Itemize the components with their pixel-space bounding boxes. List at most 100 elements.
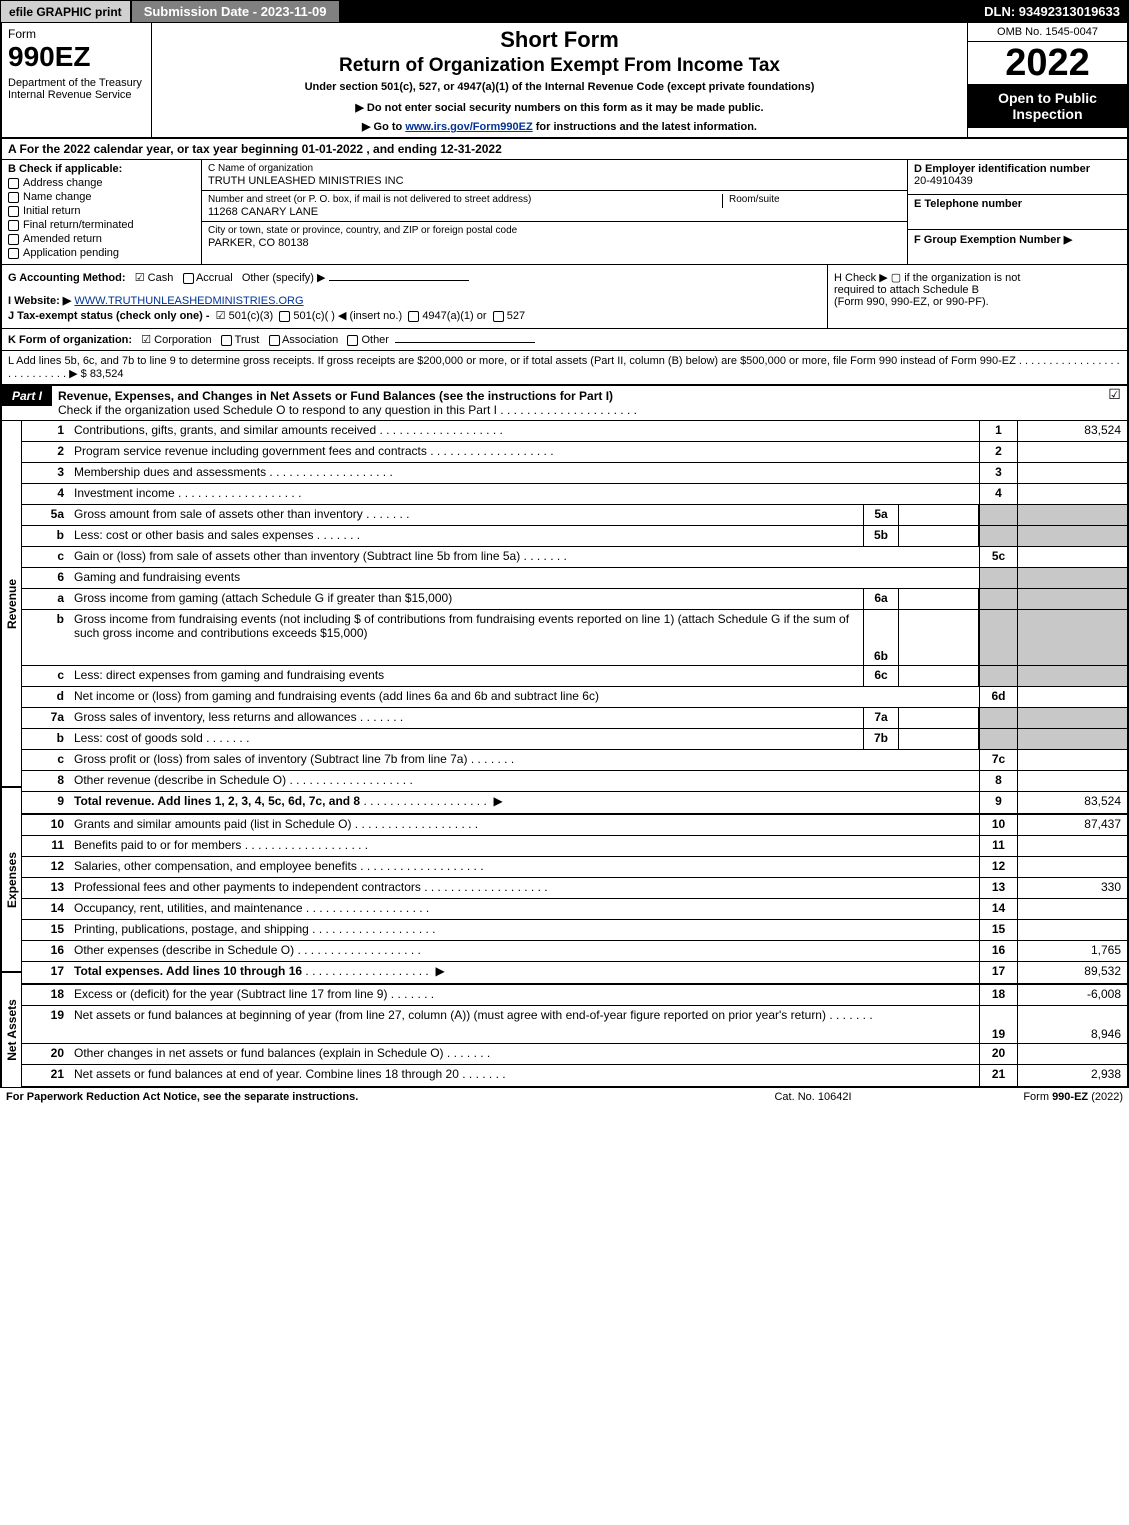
assoc-label: Association xyxy=(282,334,338,346)
chk-final-return[interactable]: Final return/terminated xyxy=(8,219,195,231)
other-org-input[interactable] xyxy=(395,342,535,343)
line-10: 10Grants and similar amounts paid (list … xyxy=(22,815,1127,836)
checkbox-icon xyxy=(408,311,419,322)
lt: Less: cost or other basis and sales expe… xyxy=(74,528,313,542)
L-amount: 83,524 xyxy=(90,368,124,380)
checkbox-icon xyxy=(221,335,232,346)
chk-initial-return[interactable]: Initial return xyxy=(8,205,195,217)
amt-shade xyxy=(1017,505,1127,525)
amt xyxy=(1017,836,1127,856)
rn: 1 xyxy=(979,421,1017,441)
amt-shade xyxy=(1017,708,1127,728)
form-number: 990EZ xyxy=(8,41,145,73)
chk-cash[interactable]: ☑ Cash xyxy=(135,272,174,284)
chk-name-change[interactable]: Name change xyxy=(8,191,195,203)
rn: 20 xyxy=(979,1044,1017,1064)
ln: b xyxy=(22,610,70,665)
C-city-label: City or town, state or province, country… xyxy=(208,225,901,236)
lt: Total revenue. Add lines 1, 2, 3, 4, 5c,… xyxy=(74,794,360,808)
chk-501c3[interactable]: ☑ 501(c)(3) xyxy=(216,310,274,322)
rn-shade xyxy=(979,666,1017,686)
chk-527[interactable]: 527 xyxy=(493,310,525,322)
chk-application-pending[interactable]: Application pending xyxy=(8,247,195,259)
lt: Salaries, other compensation, and employ… xyxy=(74,859,357,873)
irs-link[interactable]: www.irs.gov/Form990EZ xyxy=(405,121,532,133)
chk-amended-return[interactable]: Amended return xyxy=(8,233,195,245)
header-right: OMB No. 1545-0047 2022 Open to Public In… xyxy=(967,23,1127,137)
amt xyxy=(1017,687,1127,707)
chk-accrual[interactable]: Accrual xyxy=(183,272,233,284)
lt: Other changes in net assets or fund bala… xyxy=(74,1046,444,1060)
line-1: 1Contributions, gifts, grants, and simil… xyxy=(22,421,1127,442)
ln: 3 xyxy=(22,463,70,483)
ln: 1 xyxy=(22,421,70,441)
lt: Professional fees and other payments to … xyxy=(74,880,421,894)
chk-trust[interactable]: Trust xyxy=(221,334,260,346)
chk-4947[interactable]: 4947(a)(1) or xyxy=(408,310,486,322)
rn: 7c xyxy=(979,750,1017,770)
line-sections: Revenue Expenses Net Assets 1Contributio… xyxy=(2,421,1127,1087)
open-to-public: Open to Public Inspection xyxy=(968,84,1127,128)
ln: 5a xyxy=(22,505,70,525)
checkbox-icon xyxy=(8,192,19,203)
K-form-org: K Form of organization: ☑ Corporation Tr… xyxy=(2,329,1127,351)
section-BCDEF: B Check if applicable: Address change Na… xyxy=(2,160,1127,265)
C-city-cell: City or town, state or province, country… xyxy=(202,222,907,252)
other-input[interactable] xyxy=(329,280,469,281)
line-A: A For the 2022 calendar year, or tax yea… xyxy=(2,139,1127,160)
chk-label: Name change xyxy=(23,191,92,203)
rn: 17 xyxy=(979,962,1017,983)
amt xyxy=(1017,547,1127,567)
efile-print-button[interactable]: efile GRAPHIC print xyxy=(1,1,132,22)
checkbox-icon xyxy=(8,206,19,217)
corp-label: Corporation xyxy=(154,334,211,346)
expenses-grid: 10Grants and similar amounts paid (list … xyxy=(22,815,1127,985)
ln: 4 xyxy=(22,484,70,504)
chk-501c[interactable]: 501(c)( ) ◀ (insert no.) xyxy=(279,310,402,322)
sn: 6b xyxy=(863,610,899,665)
line-20: 20 Other changes in net assets or fund ba… xyxy=(22,1044,1127,1065)
amt-shade xyxy=(1017,610,1127,665)
line-18: 18Excess or (deficit) for the year (Subt… xyxy=(22,985,1127,1006)
chk-label: Application pending xyxy=(23,247,119,259)
part1-badge: Part I xyxy=(2,386,52,406)
website-link[interactable]: WWW.TRUTHUNLEASHEDMINISTRIES.ORG xyxy=(74,295,303,307)
sa xyxy=(899,589,979,609)
sn: 6a xyxy=(863,589,899,609)
rn: 12 xyxy=(979,857,1017,877)
C-name-cell: C Name of organization TRUTH UNLEASHED M… xyxy=(202,160,907,191)
ln: 19 xyxy=(22,1006,70,1043)
chk-label: Initial return xyxy=(23,205,80,217)
ln: 15 xyxy=(22,920,70,940)
J-tax-exempt: J Tax-exempt status (check only one) - ☑… xyxy=(8,309,821,322)
ln: 8 xyxy=(22,771,70,791)
footer-paperwork: For Paperwork Reduction Act Notice, see … xyxy=(6,1091,683,1103)
lt: Program service revenue including govern… xyxy=(74,444,427,458)
checkbox-icon xyxy=(8,248,19,259)
topbar: efile GRAPHIC print Submission Date - 20… xyxy=(0,0,1129,23)
checkbox-icon xyxy=(183,273,194,284)
amt: 2,938 xyxy=(1017,1065,1127,1086)
part1-checkbox[interactable]: ☑ xyxy=(1102,386,1127,420)
chk-corp[interactable]: ☑ Corporation xyxy=(141,334,211,346)
goto-pre: ▶ Go to xyxy=(362,121,405,133)
lt: Gaming and fundraising events xyxy=(74,570,240,584)
amt: -6,008 xyxy=(1017,985,1127,1005)
amt xyxy=(1017,484,1127,504)
rn-shade xyxy=(979,589,1017,609)
ln: 2 xyxy=(22,442,70,462)
rn: 16 xyxy=(979,941,1017,961)
ln: 18 xyxy=(22,985,70,1005)
form-body: Form 990EZ Department of the Treasury In… xyxy=(0,23,1129,1087)
chk-address-change[interactable]: Address change xyxy=(8,177,195,189)
vlabel-expenses: Expenses xyxy=(2,786,22,971)
rn: 21 xyxy=(979,1065,1017,1086)
subtitle-ssn: ▶ Do not enter social security numbers o… xyxy=(158,101,961,114)
chk-other-org[interactable]: Other xyxy=(347,334,389,346)
col-C: C Name of organization TRUTH UNLEASHED M… xyxy=(202,160,907,264)
chk-assoc[interactable]: Association xyxy=(269,334,339,346)
form-word: Form xyxy=(8,27,145,41)
rn-shade xyxy=(979,708,1017,728)
ln: 21 xyxy=(22,1065,70,1086)
lt: Gross sales of inventory, less returns a… xyxy=(74,710,357,724)
